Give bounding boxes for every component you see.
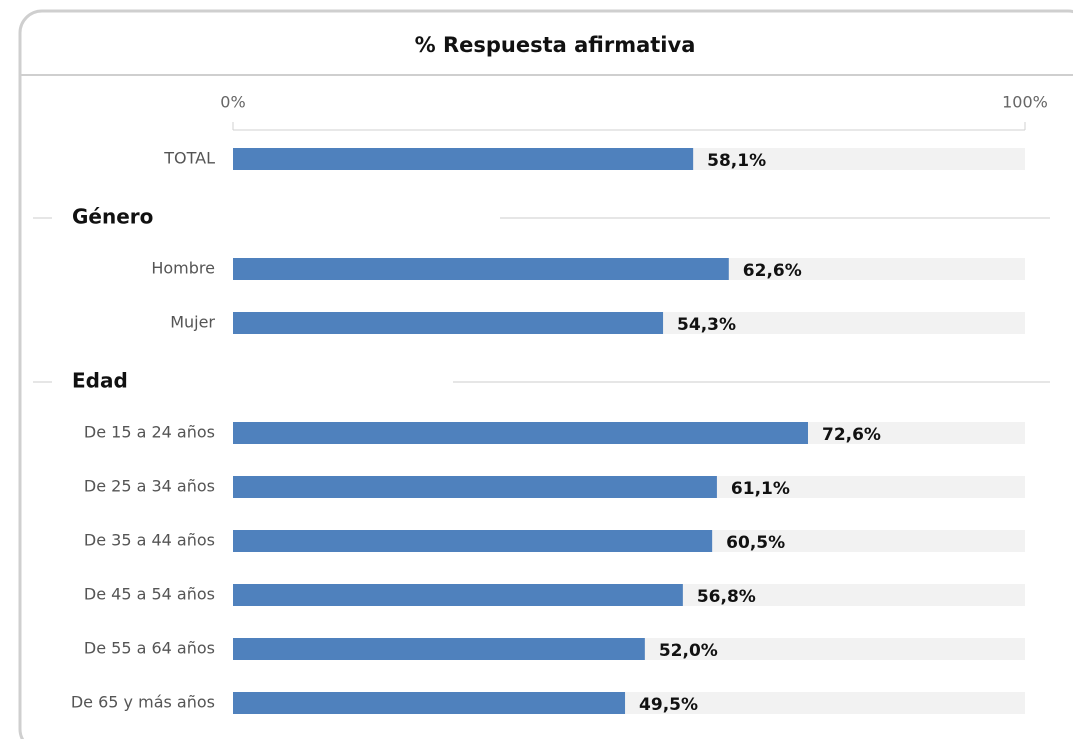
value-label: 52,0% — [659, 641, 718, 661]
bar — [233, 530, 713, 552]
x-tick-label: 100% — [1002, 93, 1048, 112]
value-label: 72,6% — [822, 425, 881, 445]
bar — [233, 584, 683, 606]
value-label: 49,5% — [639, 695, 698, 715]
card — [18, 9, 1073, 739]
bar — [233, 312, 664, 334]
category-label: TOTAL — [163, 149, 215, 168]
bar — [233, 422, 808, 444]
category-label: Hombre — [151, 259, 215, 278]
section-header: Edad — [72, 369, 128, 393]
category-label: De 45 a 54 años — [84, 585, 215, 604]
x-tick-label: 0% — [220, 93, 245, 112]
category-label: De 15 a 24 años — [84, 423, 215, 442]
bar — [233, 692, 626, 714]
bar — [233, 476, 717, 498]
bar — [233, 258, 729, 280]
bar — [233, 148, 694, 170]
value-label: 58,1% — [707, 151, 766, 171]
category-label: De 55 a 64 años — [84, 639, 215, 658]
category-label: De 25 a 34 años — [84, 477, 215, 496]
value-label: 61,1% — [731, 479, 790, 499]
bar — [233, 638, 645, 660]
value-label: 56,8% — [697, 587, 756, 607]
value-label: 54,3% — [677, 315, 736, 335]
chart-title: % Respuesta afirmativa — [415, 33, 696, 57]
category-label: De 35 a 44 años — [84, 531, 215, 550]
value-label: 62,6% — [743, 261, 802, 281]
category-label: Mujer — [170, 313, 215, 332]
category-label: De 65 y más años — [71, 693, 215, 712]
section-header: Género — [72, 205, 153, 229]
value-label: 60,5% — [726, 533, 785, 553]
